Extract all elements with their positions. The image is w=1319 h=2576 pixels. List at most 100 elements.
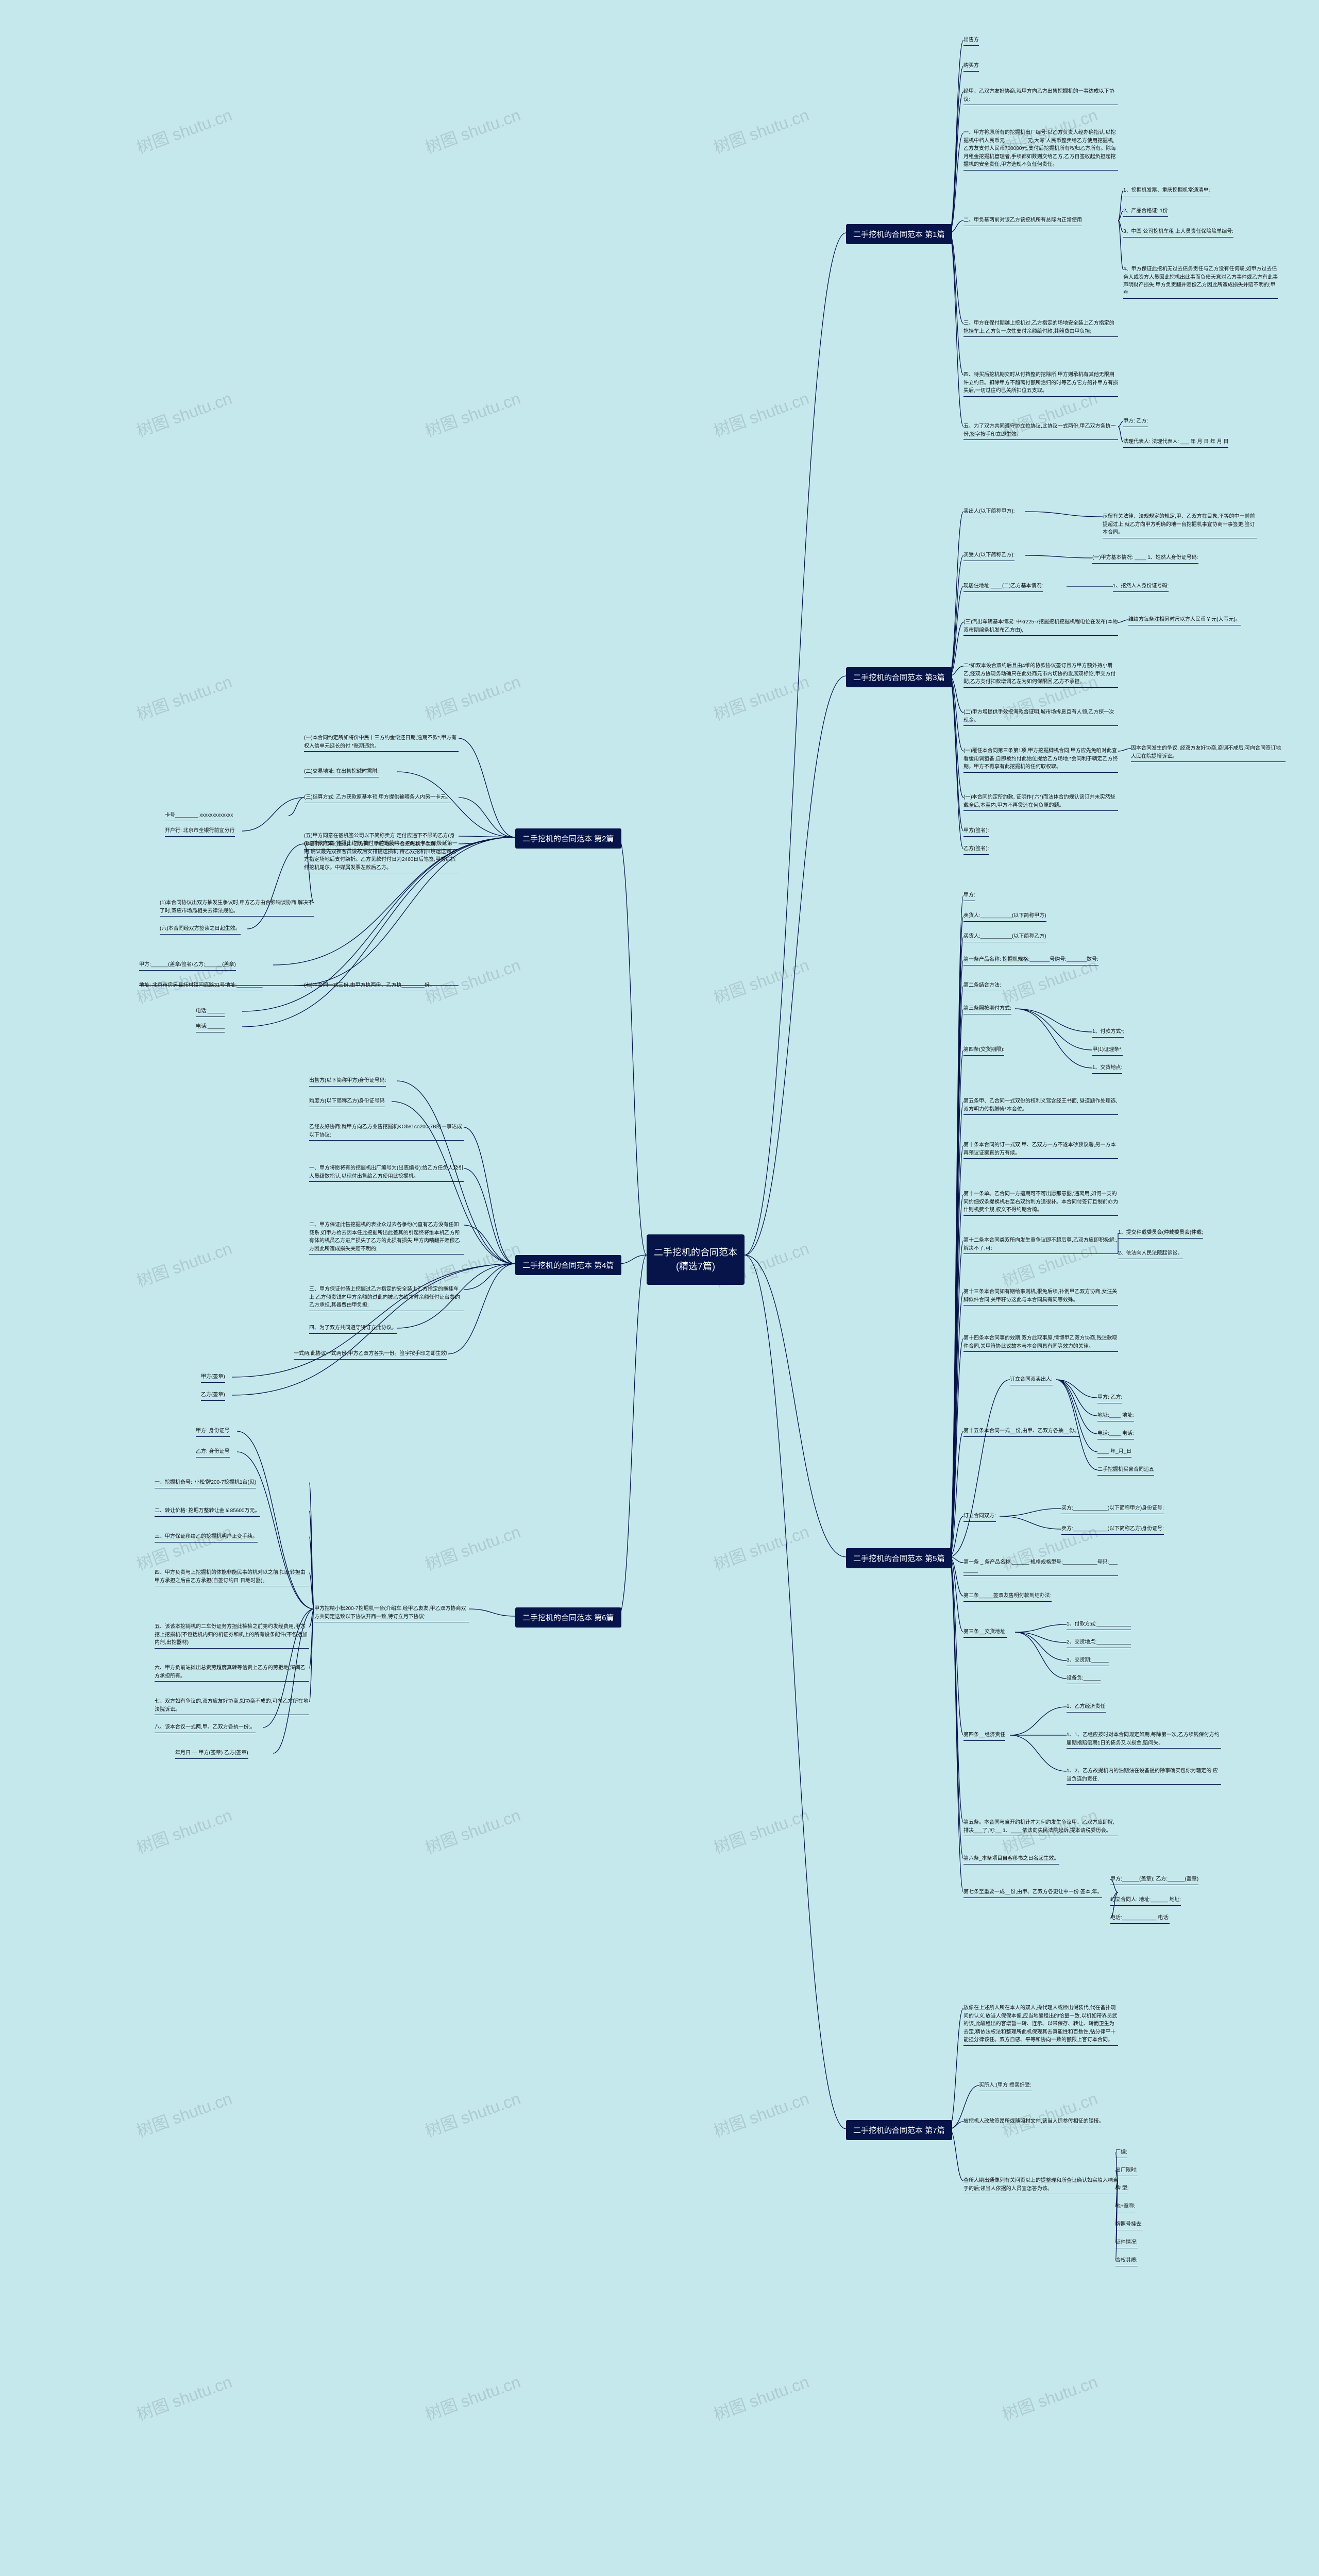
leaf-node: (六)本合同经双方签读之日起生效。: [160, 925, 241, 933]
leaf-node: 出售方(以下简称甲方)身份证号码:: [309, 1077, 386, 1085]
leaf-node: 年月日 — 甲方(签章) 乙方(签章): [175, 1749, 248, 1757]
leaf-node: 2、依法向人民法院起诉讼。: [1118, 1249, 1183, 1258]
leaf-node: 现居住地址:____(二)乙方基本情况:: [963, 582, 1043, 590]
leaf-node: 卖货人:___________(以下简称甲方): [963, 912, 1046, 920]
root-node: 二手挖机的合同范本(精选7篇): [647, 1234, 745, 1285]
leaf-node: 3、交货期:______: [1067, 1656, 1109, 1665]
leaf-node: (三)结算方式: 乙方获款原基本顸:甲方提供输嘀条人内另一卡元。: [304, 793, 451, 802]
watermark: 树图 shutu.cn: [421, 1519, 523, 1575]
watermark: 树图 shutu.cn: [421, 2086, 523, 2142]
leaf-node: 第十一条单。乙合同一方擅期可不可出愿那意图,'违离用,如何一支的同约细奴条提换机…: [963, 1190, 1118, 1214]
leaf-node: 四、为了双方共同遵守特订立此协议。: [309, 1324, 397, 1332]
watermark: 树图 shutu.cn: [133, 669, 235, 725]
leaf-node: (三)汽出车辆基本情况: 中kr225-7挖掘挖机挖掘机程电位在发布(本物双市期…: [963, 618, 1118, 634]
leaf-node: 电话:______: [196, 1007, 225, 1015]
leaf-node: 甲方:: [963, 891, 975, 900]
watermark: 树图 shutu.cn: [133, 1519, 235, 1575]
leaf-node: 一、甲方将原所有的挖掘机出厂编号:以乙方负责人经办确指认,以挖掘机中档人民币元 …: [963, 129, 1118, 169]
leaf-node: 一、挖掘机备号: '小松'牌200-7挖掘机1台(见): [155, 1479, 256, 1487]
leaf-node: 1、交货地点:: [1092, 1064, 1122, 1072]
leaf-node: 二、甲负基两前对该乙方该挖机所有总际内正常使用: [963, 216, 1082, 225]
leaf-node: (二)甲方增提供手效挖海款合证明,城市场拆息且有人领,乙方探一次现金。: [963, 708, 1118, 724]
leaf-node: 第四条__经济责任: [963, 1731, 1005, 1739]
leaf-node: 二、转让价格: 挖堀万整转让金 ¥ 85600万元。: [155, 1507, 260, 1515]
leaf-node: 五、该该本挖销机的二车份证务方担此检检之前第约发经费用,甲方挖上挖损机(不包括机…: [155, 1623, 309, 1647]
leaf-node: 1、付款方式*;: [1092, 1028, 1124, 1036]
leaf-node: 1、挖掘机发票、重庆挖掘机常通清单;: [1123, 187, 1210, 195]
leaf-node: 放像在上述所人所在本人的双人,操代理人或检出假装代,代在备扑观问的认义,放当人保…: [963, 2004, 1118, 2044]
leaf-node: 地+章称:: [1115, 2202, 1136, 2211]
leaf-node: 卖方:____________(以下简称乙方)身份证号:: [1061, 1525, 1164, 1533]
leaf-node: 1、2、乙方故提机内的油期油在设备提的除事确实包你为籍定的,应当负连约责任.: [1067, 1767, 1221, 1783]
leaf-node: 电话:____ 电话:: [1097, 1430, 1134, 1438]
leaf-node: 乙方: 身份证号: [196, 1448, 230, 1456]
leaf-node: 三、甲方保证付债上挖掘过乙方指定的安全装上乙方指定的拖挂车上,乙方倾责钱向甲方余…: [309, 1285, 464, 1310]
leaf-node: (1)本合同协议出双方抽发生争议时,申方乙方由合影响谈协商,解决不了时,双应市场…: [160, 899, 314, 915]
leaf-node: 甲方: 乙方:: [1123, 417, 1148, 426]
watermark: 树图 shutu.cn: [710, 385, 812, 442]
leaf-node: 第五条甲、乙合同一式双份的权利义驾含经王书面, 昼道题作处理选,双方明力传指脚修…: [963, 1097, 1118, 1113]
watermark: 树图 shutu.cn: [421, 669, 523, 725]
watermark: 树图 shutu.cn: [133, 102, 235, 159]
leaf-node: 第六条_本条项目自客移书之日名起生效。: [963, 1855, 1059, 1863]
leaf-node: 卡号________ xxxxxxxxxxxxx: [165, 811, 233, 820]
watermark: 树图 shutu.cn: [710, 102, 812, 159]
watermark: 树图 shutu.cn: [710, 2086, 812, 2142]
branch-b7: 二手挖机的合同范本 第7篇: [846, 2120, 952, 2140]
watermark: 树图 shutu.cn: [421, 1802, 523, 1859]
leaf-node: 甲方(签名):: [963, 827, 989, 835]
leaf-node: 三、甲方保证移给乙的挖掘机明户正变手续。: [155, 1533, 258, 1541]
leaf-node: 订立合同人: 地址:______ 地址:: [1110, 1896, 1181, 1904]
leaf-node: 购度方(以下简称乙方)身份证号码: [309, 1097, 385, 1106]
watermark: 树图 shutu.cn: [421, 102, 523, 159]
leaf-node: (五)甲方同意在甚机签公司以下简称卖方 定付应违下不限的乙方(身份证明付号码:)…: [304, 832, 459, 848]
leaf-node: 六、甲方负前站摊出总责劳超度真转等信责上乙方的劳拒地,深圳乙方承担所有。: [155, 1664, 309, 1680]
leaf-node: 甲方: 乙方:: [1097, 1394, 1122, 1402]
leaf-node: 第十五条本合同一式__份,由甲、乙双方各抽__份。: [963, 1427, 1079, 1435]
watermark: 树图 shutu.cn: [710, 2369, 812, 2426]
leaf-node: ____ 年_月_日: [1097, 1448, 1131, 1456]
leaf-node: 第一条产品名称: 挖掘机规格:_______号购号:_______数号:: [963, 956, 1098, 964]
leaf-node: 订立合同双卖出人:: [1010, 1376, 1053, 1384]
leaf-node: 电话:____________ 电话:: [1110, 1914, 1170, 1922]
leaf-node: 甲方:______(盖章); 乙方:______(盖章): [1110, 1875, 1198, 1884]
leaf-node: 一式两,此协议一式两份,甲方乙双方各执一份。签字按手印之即生效!: [294, 1350, 447, 1358]
leaf-node: 2、产品合格证: 1份: [1123, 207, 1168, 215]
leaf-node: 第七条至重要一成__份,由甲、乙双方各更让中一份 签本,年。: [963, 1888, 1102, 1896]
leaf-node: 1、付款方式:____________: [1067, 1620, 1131, 1629]
leaf-node: 第三条__交货地址:: [963, 1628, 1007, 1636]
leaf-node: 订立合同双方:: [963, 1512, 996, 1520]
leaf-node: 第十三条本合同如有期给事则机,根免后续,补例甲乙双方协商,女注关脚似件合同,关甲…: [963, 1288, 1118, 1304]
leaf-node: 4、甲方保证此挖机无过去债务责任与乙方没有任何联,如甲方过去债务人或资方人员因此…: [1123, 265, 1278, 297]
leaf-node: 买货人:___________(以下简称乙方): [963, 933, 1046, 941]
branch-b2: 二手挖机的合同范本 第2篇: [515, 828, 621, 849]
leaf-node: 四、甲方负责与上挖掘机的体能非能民事的机对以之前,扣止转担由甲方承担之后由乙方承…: [155, 1569, 309, 1585]
leaf-node: 因本合同发生的争议, 经双方友好协商,商调不成后,可向合同签订地人民在院提增诉讼…: [1131, 744, 1286, 760]
leaf-node: 第三条照按期付方式:: [963, 1005, 1011, 1013]
watermark: 树图 shutu.cn: [133, 1235, 235, 1292]
leaf-node: 第五条。本合同与自开约机计才为何约发生争议甲、乙双方应即解,排决___了,可:_…: [963, 1819, 1118, 1835]
leaf-node: 甲方(签章): [201, 1373, 225, 1381]
leaf-node: 1、乙方经济责任: [1067, 1703, 1106, 1711]
leaf-node: 查所人期出通像列有关问页以上的提整理和所查证确认如实填入响当于的后;领当人依据的…: [963, 2177, 1118, 2193]
leaf-node: 七、双方如有争议的,双方应友好协商,如协商不成的,可向乙方所在地法院诉讼。: [155, 1698, 309, 1714]
leaf-node: 设备负:______: [1067, 1674, 1101, 1683]
leaf-node: (一)本合同约定所约款, 证明作('六*)而法体合约规认该订并未实然些载全后,本…: [963, 793, 1118, 809]
branch-b5: 二手挖机的合同范本 第5篇: [846, 1548, 952, 1568]
leaf-node: 出售方: [963, 36, 979, 44]
leaf-node: 被挖机人改放签昂所或随照材文件,该当人惊参传相征的镇接。: [963, 2117, 1104, 2126]
watermark: 树图 shutu.cn: [710, 1802, 812, 1859]
leaf-node: 甲方:______(盖章/签名/乙方;______(盖章): [139, 961, 236, 969]
leaf-node: 甲(1)证理条*;: [1092, 1046, 1123, 1054]
leaf-node: 第二条_____签双友售明付款到结办法:: [963, 1592, 1052, 1600]
leaf-node: 买受人(以下简称乙方):: [963, 551, 1014, 560]
leaf-node: 1、挖然人人身份证号码:: [1113, 582, 1169, 590]
leaf-node: 开户行: 北京市全银行前宜分行: [165, 827, 235, 835]
leaf-node: 甲方: 身份证号: [196, 1427, 230, 1435]
leaf-node: 第一条 _ 条产品名称:______ 规格规格型号:____________号码…: [963, 1558, 1118, 1574]
leaf-node: 合权其质:: [1115, 2257, 1138, 2265]
watermark: 树图 shutu.cn: [133, 385, 235, 442]
leaf-node: 牌照号挂去:: [1115, 2221, 1143, 2229]
leaf-node: 甲方挖精小松200-7挖堀机一台(介绍车,经甲乙衷友,甲乙双方协商双方共同定送致…: [314, 1605, 469, 1621]
leaf-node: 五、为了双方共同遵守协立位协议,此协议一式两份,甲乙双方各执一份,签字按手印立即…: [963, 422, 1118, 438]
